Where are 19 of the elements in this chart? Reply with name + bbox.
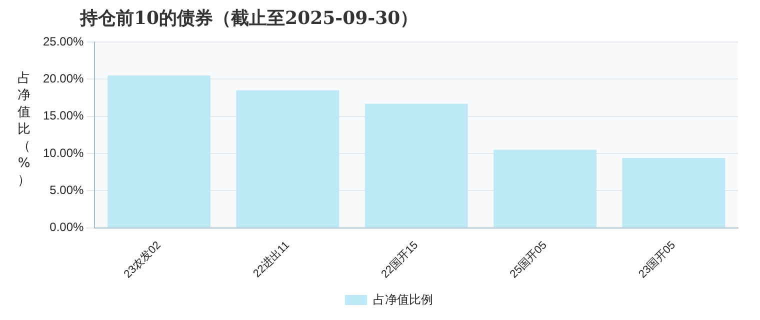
bar [494, 150, 596, 228]
bar [364, 104, 468, 228]
y-tick-label: 20.00% [42, 71, 84, 86]
y-tick-label: 0.00% [50, 220, 84, 234]
bar [108, 75, 210, 228]
y-tick-label: 15.00% [42, 108, 84, 123]
y-axis-title: 占净值比（%） [16, 70, 32, 189]
y-tick-label: 5.00% [50, 182, 84, 197]
y-tick-label: 25.00% [42, 34, 84, 48]
bar [622, 158, 726, 228]
legend-label: 占净值比例 [373, 292, 433, 306]
x-tick-label: 22进出11 [250, 238, 292, 280]
x-tick-label: 22国开15 [379, 239, 421, 281]
x-tick-label: 23农发02 [122, 239, 164, 281]
x-tick-label: 23国开05 [636, 239, 678, 281]
chart-title: 持仓前10的债券（截止至2025-09-30） [80, 7, 418, 30]
x-tick-label: 25国开05 [508, 239, 550, 281]
bar [236, 90, 340, 228]
y-tick-label: 10.00% [42, 146, 84, 160]
